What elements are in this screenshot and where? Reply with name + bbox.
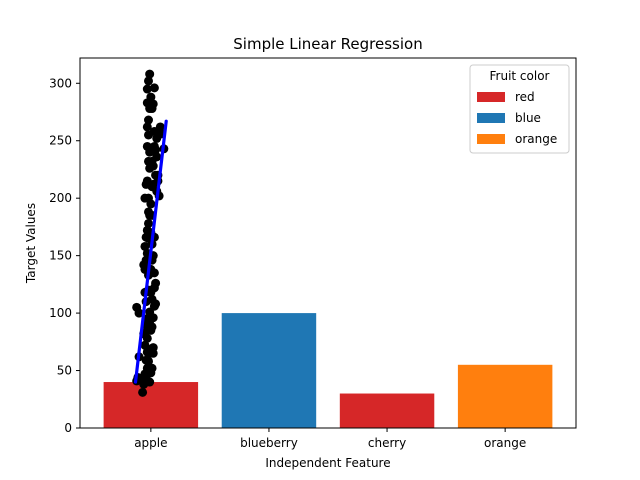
y-tick-label: 50	[57, 364, 72, 378]
legend-title: Fruit color	[490, 69, 550, 83]
y-axis-label: Target Values	[24, 203, 38, 284]
scatter-point	[155, 122, 165, 132]
bar-apple	[103, 382, 199, 428]
scatter-point	[145, 377, 155, 387]
scatter-point	[146, 368, 156, 378]
legend-swatch-red	[477, 92, 505, 102]
scatter-point	[141, 179, 151, 189]
y-tick-label: 200	[49, 191, 72, 205]
scatter-point	[146, 287, 156, 297]
scatter-point	[146, 92, 156, 102]
bar-orange	[457, 364, 553, 428]
y-tick-label: 0	[64, 421, 72, 435]
plot-frame	[79, 57, 577, 429]
x-axis-label: Independent Feature	[265, 456, 390, 470]
scatter-point	[145, 69, 155, 79]
y-tick-label: 100	[49, 306, 72, 320]
scatter-point	[148, 99, 158, 109]
scatter-point	[142, 141, 152, 151]
bar-cherry	[339, 393, 435, 428]
scatter-point	[149, 83, 159, 93]
scatter-point	[143, 356, 153, 366]
scatter-point	[134, 308, 144, 318]
scatter-point	[143, 218, 153, 228]
legend-label-blue: blue	[515, 111, 541, 125]
scatter-point	[140, 193, 150, 203]
scatter-point	[138, 387, 148, 397]
bar-blueberry	[221, 313, 317, 428]
regression-line	[133, 119, 168, 384]
legend-swatch-blue	[477, 113, 505, 123]
legend-label-red: red	[515, 90, 535, 104]
scatter-point	[147, 156, 157, 166]
y-tick-label: 150	[49, 249, 72, 263]
scatter-point	[142, 122, 152, 132]
legend-label-orange: orange	[515, 132, 557, 146]
chart-title: Simple Linear Regression	[233, 35, 422, 53]
scatter-point	[139, 260, 149, 270]
y-tick-label: 300	[49, 76, 72, 90]
legend-swatch-orange	[477, 134, 505, 144]
x-tick-label-apple: apple	[134, 436, 167, 450]
x-tick-label-blueberry: blueberry	[240, 436, 298, 450]
scatter-point	[142, 333, 152, 343]
scatter-point	[141, 232, 151, 242]
y-tick-label: 250	[49, 134, 72, 148]
scatter-point	[149, 141, 159, 151]
scatter-point	[143, 76, 153, 86]
scatter-point	[151, 299, 161, 309]
plot-area	[103, 69, 553, 428]
legend-box	[469, 64, 570, 154]
scatter-point	[140, 241, 150, 251]
scatter-point	[148, 348, 158, 358]
x-tick-label-orange: orange	[484, 436, 526, 450]
scatter-point	[145, 316, 155, 326]
axes: 0 50 100 150 200 250 300 apple blueberry cherry or…	[49, 57, 577, 450]
scatter-point	[143, 115, 153, 125]
x-tick-label-cherry: cherry	[368, 436, 406, 450]
scatter-point	[142, 84, 152, 94]
legend: Fruit color red blue orange	[469, 64, 570, 154]
